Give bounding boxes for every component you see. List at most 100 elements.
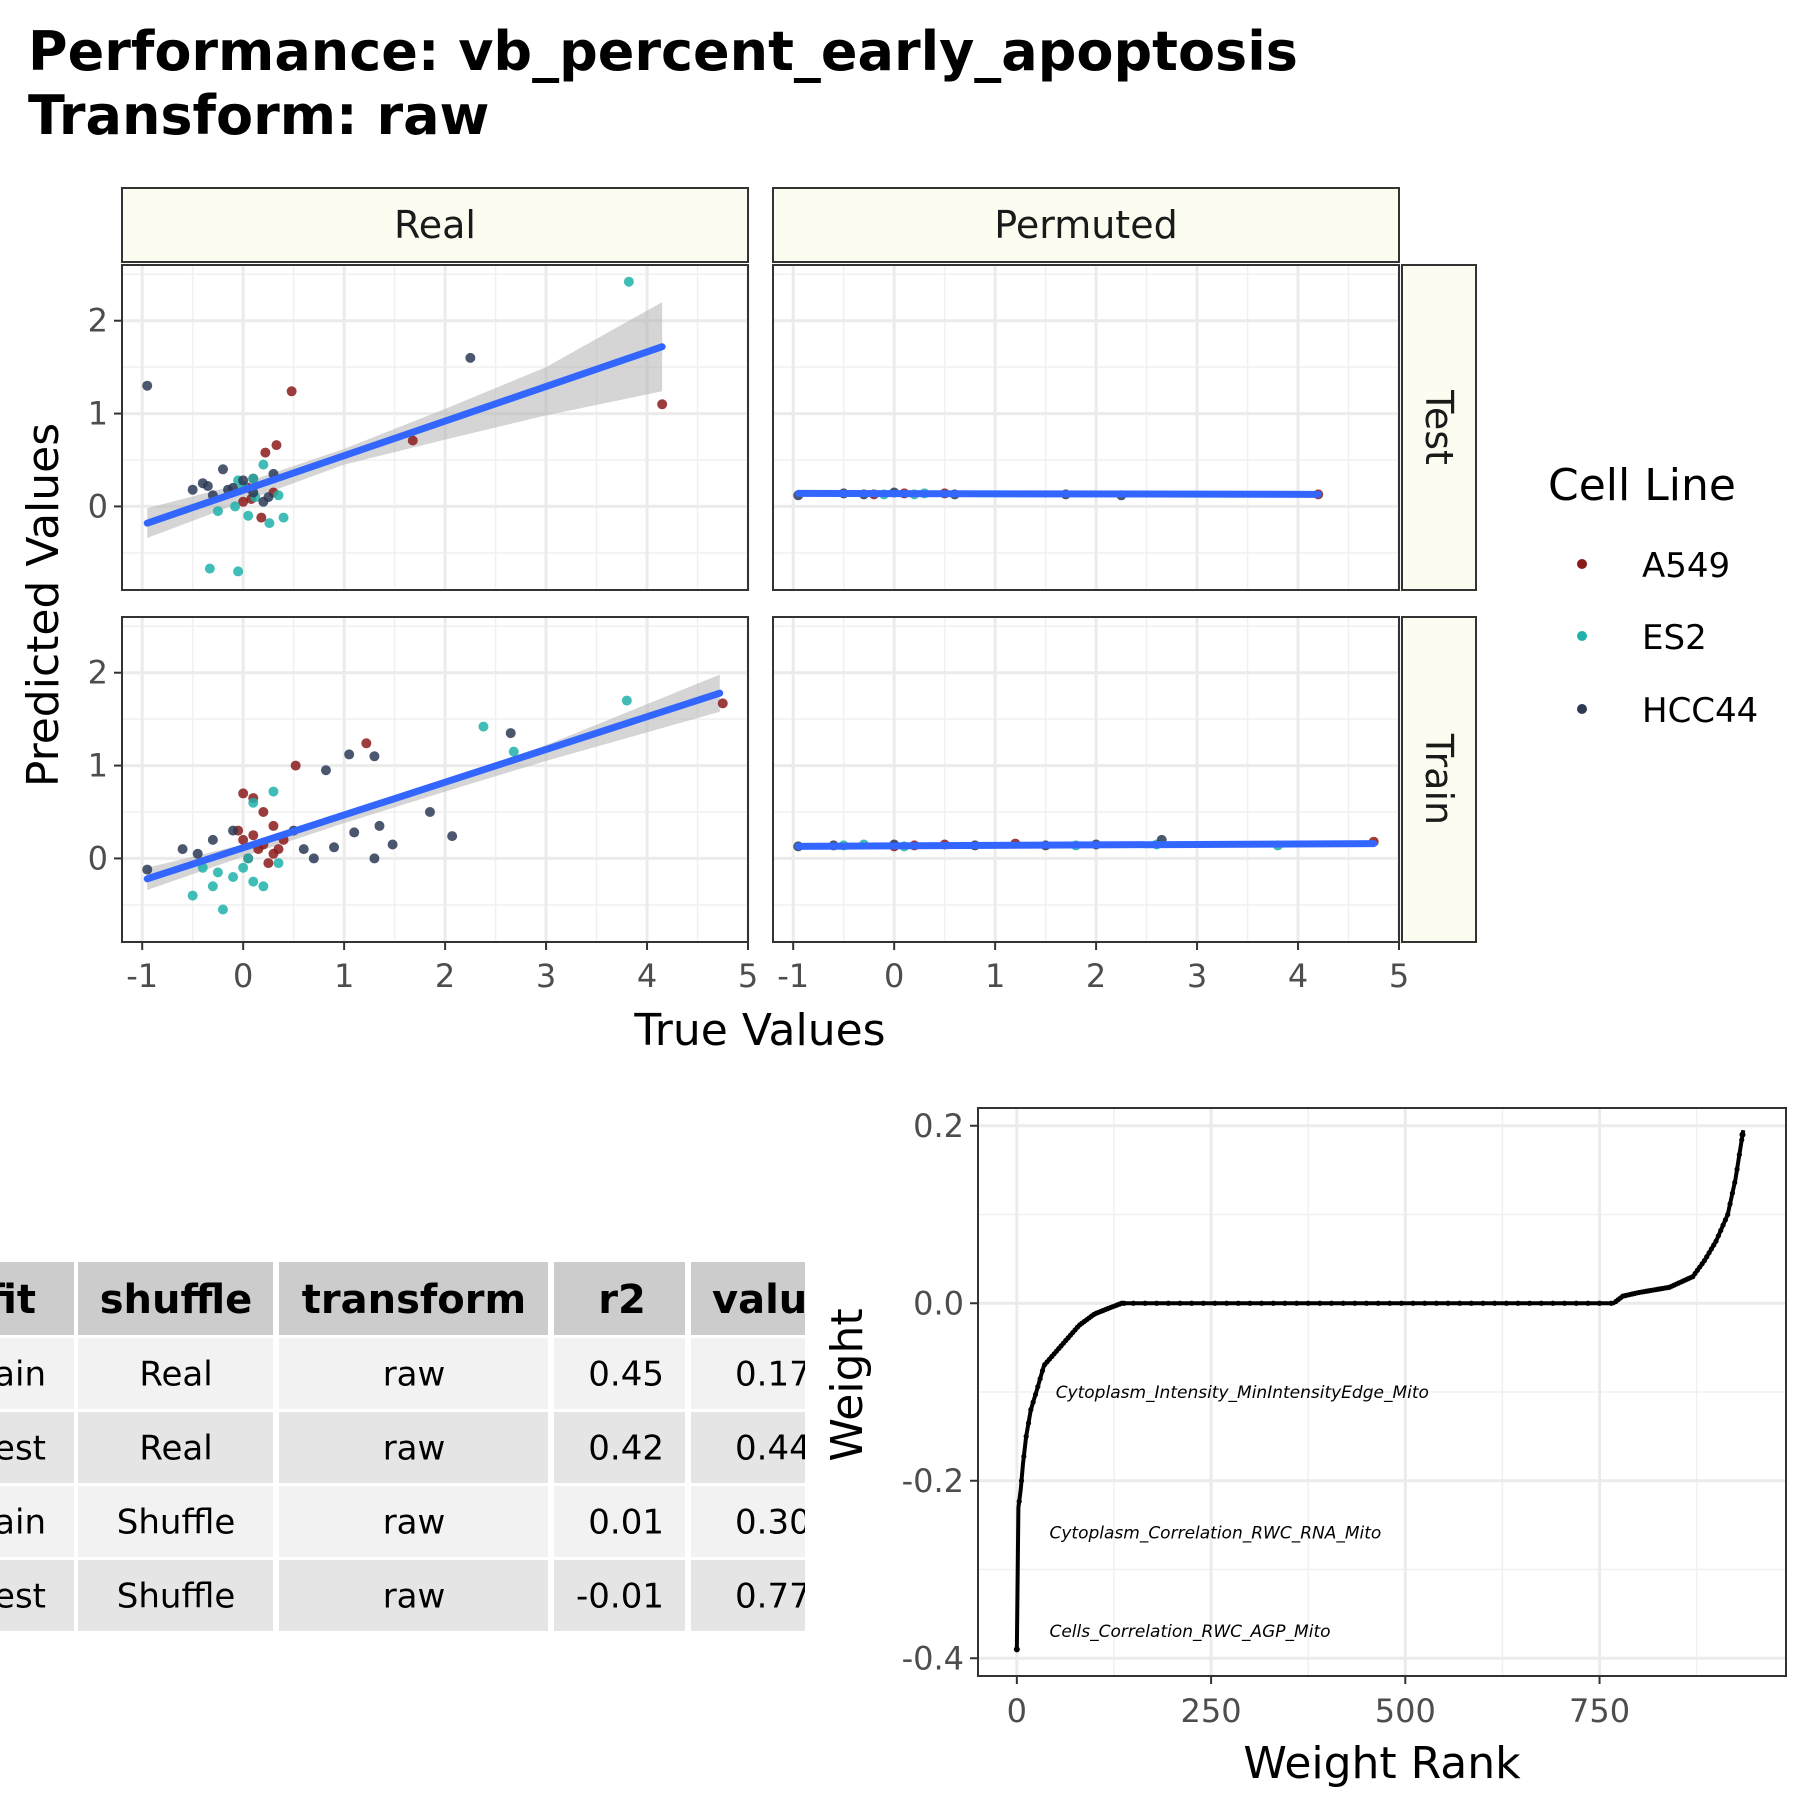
weight-point [1025,1420,1032,1426]
strip-permuted [772,187,1400,263]
weight-point [1732,1179,1738,1186]
weight-point [1293,1300,1300,1306]
y-tick-label: 2 [88,654,108,692]
table-cell-value: 0.44 [735,1429,811,1469]
y-tick-label: 0 [88,839,108,877]
legend: Cell Line A549 ES2 HCC44 [1548,460,1758,731]
panel-real-train: 0 1 2 -1 0 1 2 3 4 5 [88,616,758,995]
x-tick-label: 0 [1007,1692,1027,1730]
y-tick-label: 0.0 [913,1284,964,1322]
table-cell-transform: raw [383,1577,446,1617]
table-cell-shuffle: Shuffle [117,1577,235,1617]
weight-point [1032,1391,1039,1398]
legend-label-es2: ES2 [1642,618,1707,658]
x-tick-label: 3 [1187,957,1207,995]
point-hcc44 [142,380,153,391]
point-hcc44 [320,765,331,776]
weight-point [1722,1217,1728,1223]
weight-point [1608,1300,1614,1306]
y-tick-label: 0 [88,487,108,525]
weight-y-axis-title: Weight [822,1308,873,1461]
table-cell-bg [78,1560,273,1631]
point-es2 [243,853,254,864]
panel-background [122,617,748,942]
weight-point [1247,1300,1253,1306]
table-cell-bg [691,1338,805,1409]
point-a549 [271,440,282,451]
strip-test [1401,264,1477,591]
weight-point [1706,1250,1712,1256]
weight-point [1573,1300,1579,1306]
weight-point-min [1013,1646,1020,1653]
weight-point [1550,1300,1556,1306]
x-tick-label: 2 [435,957,455,995]
table-cell-bg [554,1338,685,1409]
y-tick-label: 0.2 [913,1107,964,1145]
weight-point [1725,1211,1731,1218]
weight-annotation: Cells_Correlation_RWC_AGP_Mito [1049,1622,1330,1642]
weight-point [1189,1300,1195,1306]
strip-real [121,187,749,263]
weight-point [1375,1300,1381,1306]
weight-point [1200,1300,1206,1306]
point-es2 [217,904,228,915]
weight-point [1596,1300,1603,1306]
x-tick-label: 1 [334,957,354,995]
confidence-ribbon [147,674,720,890]
point-hcc44 [369,853,380,864]
strip-label-permuted: Permuted [994,203,1177,247]
point-hcc44 [344,749,355,760]
point-a549 [238,834,249,845]
table-cell-bg [0,1486,74,1557]
weight-point [1352,1300,1358,1306]
x-tick-label: 750 [1569,1692,1630,1730]
table-cell-bg [279,1338,548,1409]
table-header-cell [78,1262,273,1335]
table-header-fit: fit [0,1277,36,1323]
weight-point [1468,1300,1474,1306]
weight-point [1165,1300,1171,1306]
weight-point [1037,1376,1043,1382]
table-header-value: valu [712,1277,807,1323]
weight-point [1561,1300,1568,1306]
point-a549 [657,399,668,410]
table-cell-bg [0,1338,74,1409]
point-es2 [273,858,284,869]
table-cell-value: 0.30 [735,1503,811,1543]
legend-label-hcc44: HCC44 [1642,691,1758,731]
point-a549 [717,698,728,709]
weight-annotation: Cytoplasm_Intensity_MinIntensityEdge_Mit… [1056,1383,1429,1403]
legend-key-hcc44 [1577,704,1587,714]
legend-title: Cell Line [1548,460,1736,511]
weight-point [1538,1300,1544,1306]
x-tick-label: 3 [536,957,556,995]
point-a549 [260,447,271,458]
table-cell-bg [78,1338,273,1409]
point-a549 [407,435,418,446]
weight-point [1527,1300,1533,1306]
weight-point [1739,1137,1745,1143]
point-a549 [290,760,301,771]
weight-panel-border [977,1107,1787,1677]
table-cell-value: 0.77 [735,1577,811,1617]
weight-point [1258,1300,1265,1306]
panel-border [121,264,749,591]
point-es2 [264,518,275,529]
x-tick-label: 1 [985,957,1005,995]
point-hcc44 [142,864,153,875]
table-cell-bg [691,1560,805,1631]
weight-point [1492,1300,1498,1306]
table-cell-bg [0,1412,74,1483]
point-es2 [268,786,279,797]
point-hcc44 [369,751,380,762]
weight-point [1121,1300,1127,1306]
point-es2 [212,867,223,878]
weight-point [1305,1300,1311,1306]
point-es2 [508,746,519,757]
table-cell-bg [691,1486,805,1557]
table-header-r2: r2 [598,1277,646,1323]
legend-key-es2 [1577,631,1587,641]
table-cell-shuffle: Real [139,1355,212,1395]
point-hcc44 [263,492,274,503]
